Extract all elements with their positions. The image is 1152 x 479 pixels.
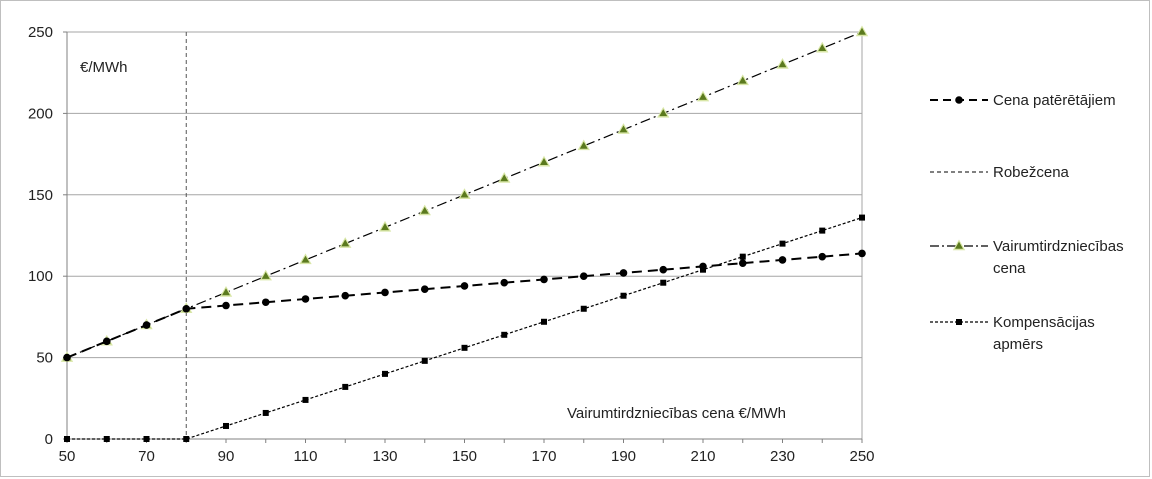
point-square-190	[621, 293, 627, 299]
point-square-100	[263, 410, 269, 416]
x-tick-label-150: 150	[452, 448, 477, 465]
x-tick-label-90: 90	[218, 448, 235, 465]
y-axis-label: €/MWh	[80, 59, 128, 76]
point-circle-50	[63, 354, 71, 362]
y-tick-label-100: 100	[28, 268, 53, 285]
x-tick-label-210: 210	[690, 448, 715, 465]
point-triangle-170	[538, 156, 550, 167]
point-circle-250	[858, 250, 866, 258]
point-square-220	[740, 254, 746, 260]
point-triangle-150	[458, 188, 470, 199]
point-circle-150	[461, 282, 469, 290]
x-tick-label-70: 70	[138, 448, 155, 465]
point-square-230	[780, 241, 786, 247]
x-tick-label-250: 250	[849, 448, 874, 465]
x-tick-label-170: 170	[531, 448, 556, 465]
point-circle-140	[421, 285, 429, 293]
tick-labels: 0 50 100 150 200 250 50 70 90 110 130 150 170 190 210 2…	[28, 24, 875, 465]
point-triangle-160	[498, 172, 510, 183]
point-square-160	[501, 332, 507, 338]
point-square-110	[303, 397, 309, 403]
x-tick-label-130: 130	[372, 448, 397, 465]
point-circle-200	[659, 266, 667, 274]
point-square-250	[859, 215, 865, 221]
y-tick-label-50: 50	[36, 350, 53, 367]
point-circle-70	[143, 321, 151, 329]
point-square-180	[581, 306, 587, 312]
legend-entry-2: Robežcena	[930, 164, 1070, 181]
point-circle-130	[381, 289, 389, 297]
point-circle-180	[580, 272, 588, 280]
point-square-70	[144, 436, 150, 442]
x-tick-label-230: 230	[770, 448, 795, 465]
point-circle-160	[500, 279, 508, 287]
point-square-240	[819, 228, 825, 234]
point-circle-60	[103, 338, 111, 346]
point-square-50	[64, 436, 70, 442]
legend-label-3-1: Vairumtirdzniecības	[993, 238, 1124, 255]
point-square-80	[183, 436, 189, 442]
legend-label-1-1: Cena patērētājiem	[993, 92, 1116, 109]
point-square-210	[700, 267, 706, 273]
legend-marker-1	[955, 96, 963, 104]
point-triangle-210	[697, 91, 709, 102]
point-circle-230	[779, 256, 787, 264]
point-circle-190	[620, 269, 628, 277]
point-circle-240	[818, 253, 826, 261]
legend: Cena patērētājiem Robežcena Vairumtirdznie…	[930, 92, 1124, 353]
legend-label-2-1: Robežcena	[993, 164, 1070, 181]
point-circle-170	[540, 276, 548, 284]
legend-entry-1: Cena patērētājiem	[930, 92, 1116, 109]
point-triangle-250	[856, 26, 868, 37]
point-circle-220	[739, 259, 747, 267]
y-tick-label-0: 0	[45, 431, 53, 448]
point-square-120	[342, 384, 348, 390]
point-circle-100	[262, 298, 270, 306]
y-tick-label-250: 250	[28, 24, 53, 41]
point-circle-120	[341, 292, 349, 300]
point-circle-90	[222, 302, 230, 310]
point-triangle-100	[260, 270, 272, 281]
point-square-170	[541, 319, 547, 325]
point-square-140	[422, 358, 428, 364]
x-tick-label-190: 190	[611, 448, 636, 465]
point-triangle-140	[419, 205, 431, 216]
point-circle-80	[182, 305, 190, 313]
legend-label-4-1: Kompensācijas	[993, 314, 1095, 331]
legend-label-4-2: apmērs	[993, 336, 1043, 353]
point-square-60	[104, 436, 110, 442]
legend-label-3-2: cena	[993, 260, 1026, 277]
point-triangle-90	[220, 286, 232, 297]
point-triangle-230	[776, 58, 788, 69]
x-axis-label: Vairumtirdzniecības cena €/MWh	[567, 405, 786, 422]
series-layer	[61, 26, 868, 443]
point-square-130	[382, 371, 388, 377]
series-circle	[63, 250, 866, 362]
y-tick-label-150: 150	[28, 187, 53, 204]
legend-marker-4	[956, 319, 962, 325]
legend-entry-4: Kompensācijas apmērs	[930, 314, 1095, 353]
point-square-90	[223, 423, 229, 429]
point-square-200	[660, 280, 666, 286]
axes	[63, 32, 862, 443]
legend-entry-3: Vairumtirdzniecības cena	[930, 238, 1124, 277]
point-circle-110	[302, 295, 310, 303]
x-tick-label-50: 50	[59, 448, 76, 465]
point-square-150	[462, 345, 468, 351]
series-triangle	[61, 26, 868, 362]
legend-marker-3	[953, 240, 965, 251]
y-tick-label-200: 200	[28, 105, 53, 122]
x-tick-label-110: 110	[294, 448, 318, 465]
